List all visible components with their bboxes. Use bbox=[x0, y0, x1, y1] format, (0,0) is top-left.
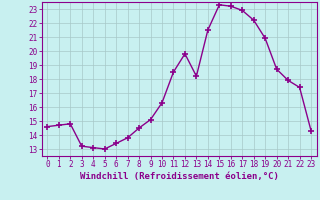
X-axis label: Windchill (Refroidissement éolien,°C): Windchill (Refroidissement éolien,°C) bbox=[80, 172, 279, 181]
